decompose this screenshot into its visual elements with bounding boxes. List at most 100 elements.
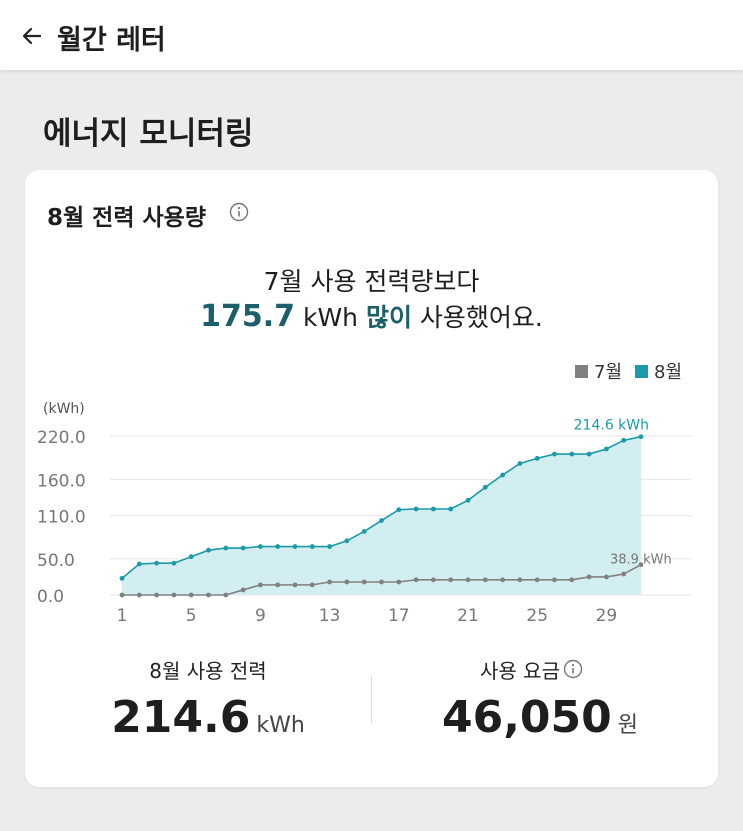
point-august: [482, 484, 488, 490]
usage-unit: kWh: [256, 713, 305, 738]
y-tick-label: 220.0: [37, 428, 86, 448]
point-july: [361, 579, 367, 585]
point-july: [240, 587, 246, 593]
point-august: [136, 561, 142, 567]
point-july: [309, 582, 315, 588]
point-july: [327, 579, 332, 585]
diff-value: 175.7: [200, 299, 296, 334]
x-tick-label: 17: [388, 606, 410, 626]
fee-value: 46,050 원: [430, 692, 650, 743]
point-july: [621, 571, 627, 577]
point-july: [604, 574, 609, 580]
legend-item-july: 7월: [575, 358, 622, 384]
usage-label: 8월 사용 전력: [149, 659, 267, 683]
y-tick-label: 160.0: [37, 471, 86, 491]
point-august: [448, 506, 454, 512]
x-tick-label: 9: [255, 606, 266, 626]
point-july: [344, 579, 350, 585]
legend-label-july: 7월: [594, 362, 623, 383]
usage-number: 214.6: [111, 692, 251, 743]
point-july: [379, 579, 384, 585]
summary-line-1: 7월 사용 전력량보다: [263, 267, 480, 296]
stats-divider: [371, 675, 372, 723]
point-august: [206, 547, 211, 553]
point-july: [500, 577, 505, 583]
point-august: [534, 456, 540, 461]
end-label-august: 214.6 kWh: [574, 418, 649, 434]
point-july: [482, 577, 488, 583]
point-july: [223, 592, 229, 598]
x-tick-label: 21: [457, 606, 479, 626]
page-title: 월간 레터: [57, 25, 166, 56]
card-title: 8월 전력 사용량: [47, 205, 206, 231]
x-tick-label: 13: [319, 606, 341, 626]
point-july: [206, 592, 211, 598]
point-august: [569, 451, 575, 457]
point-august: [396, 507, 402, 513]
point-august: [275, 544, 281, 549]
back-arrow-icon[interactable]: [20, 24, 44, 48]
point-august: [604, 446, 609, 452]
point-july: [517, 577, 523, 583]
legend-item-august: 8월: [635, 358, 682, 384]
point-august: [500, 472, 505, 478]
point-july: [188, 592, 194, 598]
x-tick-label: 25: [526, 606, 548, 626]
point-august: [517, 461, 523, 466]
point-july: [586, 574, 592, 580]
point-august: [258, 544, 263, 549]
point-august: [552, 451, 557, 457]
point-august: [119, 575, 125, 581]
point-august: [379, 518, 384, 523]
point-july: [534, 577, 540, 583]
fee-info-icon[interactable]: [563, 659, 583, 679]
summary-tail: 사용했어요.: [411, 303, 543, 332]
point-july: [136, 592, 142, 598]
x-tick-label: 5: [186, 606, 197, 626]
point-august: [465, 497, 471, 503]
y-tick-label: 110.0: [37, 508, 86, 528]
y-axis-label: (kWh): [43, 401, 85, 417]
point-july: [431, 577, 436, 583]
point-august: [413, 506, 419, 512]
point-july: [638, 562, 644, 568]
energy-usage-card: 8월 전력 사용량 7월 사용 전력량보다 175.7 kWh 많이 사용했어요…: [25, 170, 718, 787]
legend-swatch-august: [635, 364, 648, 378]
point-august: [171, 560, 177, 566]
diff-word: 많이: [365, 303, 412, 332]
point-august: [638, 434, 644, 440]
point-july: [413, 577, 419, 583]
point-august: [361, 529, 367, 534]
legend-swatch-july: [575, 364, 588, 378]
point-july: [154, 592, 160, 598]
x-tick-label: 1: [117, 606, 128, 626]
point-july: [258, 582, 263, 588]
point-august: [240, 545, 246, 551]
x-tick-label: 29: [596, 606, 618, 626]
point-july: [292, 582, 298, 588]
fee-number: 46,050: [441, 692, 612, 743]
point-july: [171, 592, 177, 598]
top-bar: 월간 레터: [0, 0, 743, 70]
point-august: [621, 437, 627, 443]
point-august: [154, 560, 160, 566]
diff-unit: kWh: [295, 303, 366, 332]
point-august: [344, 538, 350, 544]
y-tick-label: 50.0: [37, 551, 75, 571]
point-august: [188, 554, 194, 560]
point-july: [119, 592, 125, 598]
point-july: [275, 582, 281, 588]
info-icon[interactable]: [229, 202, 249, 222]
point-july: [552, 577, 557, 583]
point-august: [309, 544, 315, 549]
fee-label: 사용 요금: [480, 659, 560, 683]
end-label-july: 38.9 kWh: [610, 553, 672, 568]
point-august: [292, 544, 298, 549]
point-august: [431, 506, 436, 512]
legend-label-august: 8월: [654, 362, 683, 383]
cumulative-usage-chart: (kWh) 220.0 160.0 110.0 50.0 0.0 1 5 9 13 17 21 25 29…: [37, 401, 691, 626]
section-title: 에너지 모니터링: [43, 116, 254, 152]
point-july: [569, 577, 575, 583]
point-july: [465, 577, 471, 583]
fee-unit: 원: [617, 713, 639, 738]
